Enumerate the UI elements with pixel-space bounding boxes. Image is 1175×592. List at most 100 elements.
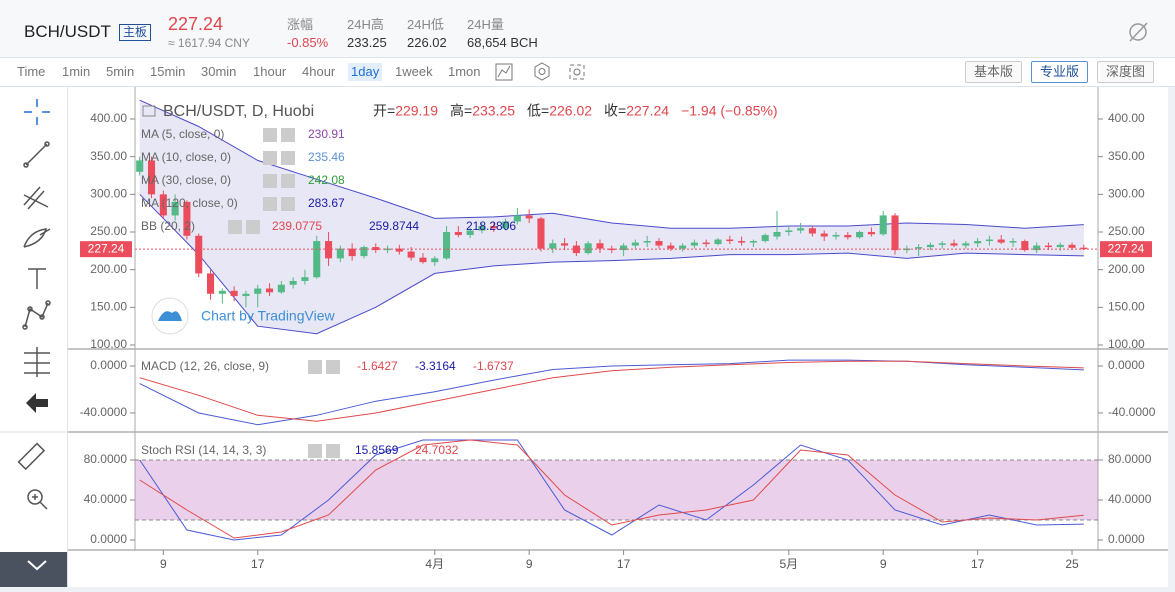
y-tick-label: 300.00 [90,187,127,201]
interval-button[interactable]: 4hour [302,64,336,79]
chart-title: BCH/USDT, D, Huobi [163,103,314,120]
x-tick-label: 9 [880,557,887,571]
price-tag-label: 227.24 [1108,241,1145,255]
chart-background [68,87,1168,587]
view-button[interactable]: 专业版 [1031,61,1089,83]
candle-body [360,247,368,257]
candle-body [147,160,156,195]
candle-body [879,215,887,235]
view-button[interactable]: 深度图 [1097,61,1155,83]
price-tag [80,241,132,258]
ohlc-value: 226.02 [549,103,592,119]
watermark: Chart by TradingView [201,308,335,324]
bb-fill [139,100,1084,334]
close-icon [281,128,295,142]
indicator-name: MA (10, close, 0) [141,150,231,164]
candle-body [443,232,451,259]
candle-body [325,241,333,259]
candle-body [867,232,875,235]
stat-label: 24H低 [407,17,444,32]
candle-body [136,160,144,172]
stat-value: 226.02 [407,35,447,50]
y-tick-label: 200.00 [1108,262,1145,276]
y-tick-label: 0.0000 [90,358,127,372]
candle-body [950,243,958,246]
indicator-value: 218.2806 [466,219,516,233]
indicator-value: 230.91 [308,127,345,141]
interval-button[interactable]: 15min [150,64,186,79]
candle-body [655,241,663,246]
candle-body [242,293,250,297]
indicator-value: 259.8744 [369,219,419,233]
candle-body [631,242,639,246]
interval-button[interactable]: 30min [201,64,237,79]
close-icon [281,197,295,211]
candle-body [289,280,297,285]
candle-body [1080,247,1088,250]
settings-icon [263,151,277,165]
y-tick-label: 400.00 [1108,111,1145,125]
x-tick-label: 4月 [425,557,444,571]
candle-body [1021,241,1029,251]
candle-body [525,215,533,219]
candle-body [183,201,191,236]
x-tick-label: 17 [971,557,985,571]
candle-body [1068,244,1076,248]
interval-button[interactable]: 5min [106,64,135,79]
interval-button[interactable]: 1week [395,64,433,79]
settings-icon [263,174,277,188]
candle-body [277,284,285,293]
y-tick-label: 40.0000 [1108,492,1152,506]
hide-icon[interactable] [1124,18,1154,48]
candle-body [395,248,403,252]
indicator-name: BB (20, 2) [141,219,195,233]
view-button[interactable]: 基本版 [965,61,1023,83]
close-icon [246,220,260,234]
y-tick-label: 40.0000 [84,492,128,506]
indicator-value: 24.7032 [415,443,459,457]
indicator-value: -1.6737 [473,359,514,373]
tool-icons[interactable] [0,87,67,587]
candle-body [1009,241,1017,243]
interval-button[interactable]: 1hour [253,64,287,79]
y-tick-label: 350.00 [1108,149,1145,163]
interval-button[interactable]: 1mon [448,64,481,79]
candle-body [313,241,321,278]
stoch-line [139,439,1084,541]
candle-body [974,241,982,244]
stoch-band [135,460,1098,520]
stat-label: 24H量 [467,17,504,32]
interval-button[interactable]: 1day [348,63,383,81]
symbol: BCH/USDT [24,22,111,41]
candle-body [679,245,687,249]
candle-body [1033,245,1041,251]
indicator-value: -3.3164 [415,359,456,373]
interval-button[interactable]: Time [17,64,46,79]
candle-body [915,247,923,249]
candle-body [620,245,628,251]
candle-body [584,243,592,254]
toolbar-icons[interactable] [488,58,608,86]
candle-body [667,245,675,249]
stoch-line [139,439,1084,539]
candle-body [171,201,179,216]
indicator-value: -1.6427 [357,359,398,373]
indicator-name: MA (30, close, 0) [141,173,231,187]
indicator-value: 242.08 [308,173,345,187]
interval-button[interactable]: 1min [62,64,91,79]
candle-body [690,242,698,246]
ohlc-label: 收= [604,103,626,119]
stat-value: -0.85% [287,35,329,50]
stat-label: 24H高 [347,17,384,32]
settings-icon [263,197,277,211]
stat-label: 涨幅 [287,17,314,32]
stat-value: 68,654 BCH [467,35,538,50]
change: −1.94 (−0.85%) [681,103,778,119]
candle-body [419,257,427,263]
stat-value: 233.25 [347,35,387,50]
drawing-tools [0,87,68,587]
badge: 主板 [119,24,152,41]
candle-body [702,242,710,245]
y-tick-label: 400.00 [90,111,127,125]
